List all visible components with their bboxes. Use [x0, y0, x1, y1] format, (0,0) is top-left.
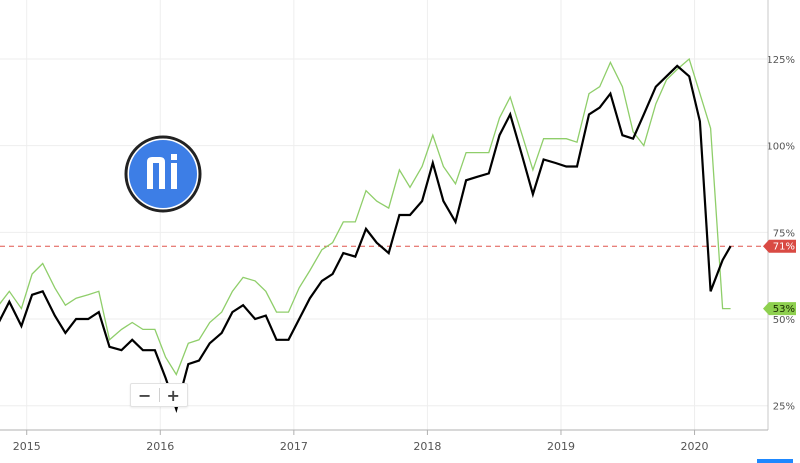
value-tags: 71% 53%: [763, 239, 796, 316]
value-tag-bg: [763, 302, 796, 316]
zoom-out-button[interactable]: −: [138, 385, 152, 405]
x-axis: 2015 2016 2017 2018 2019 2020: [0, 429, 768, 453]
x-tick-label: 2019: [547, 440, 575, 453]
zoom-in-button[interactable]: +: [166, 385, 180, 405]
x-tick-label: 2016: [146, 440, 174, 453]
y-tick-label: 125%: [766, 55, 795, 66]
series-line-1: [0, 57, 731, 376]
x-tick-label: 2020: [681, 440, 709, 453]
x-tick-label: 2017: [280, 440, 308, 453]
y-tick-label: 25%: [773, 402, 795, 413]
value-tag-label: 53%: [773, 304, 795, 315]
series-layer: [0, 57, 732, 413]
y-tick-label: 50%: [773, 315, 795, 326]
value-tag-1: 53%: [763, 302, 796, 316]
scroll-indicator[interactable]: [757, 459, 793, 463]
y-tick-label: 100%: [766, 142, 795, 153]
value-tag-0: 71%: [763, 239, 796, 253]
y-tick-label: 75%: [773, 228, 795, 239]
brand-logo: [124, 135, 202, 213]
zoom-divider: [158, 388, 160, 402]
zoom-control: − +: [130, 383, 188, 407]
series-line-0: [0, 64, 732, 413]
value-tag-label: 71%: [773, 242, 795, 253]
x-tick-label: 2015: [13, 440, 41, 453]
value-tag-bg: [763, 239, 796, 253]
x-tick-label: 2018: [413, 440, 441, 453]
grid-lines: [0, 0, 768, 430]
y-axis: 25% 50% 75% 100% 125%: [766, 0, 795, 430]
